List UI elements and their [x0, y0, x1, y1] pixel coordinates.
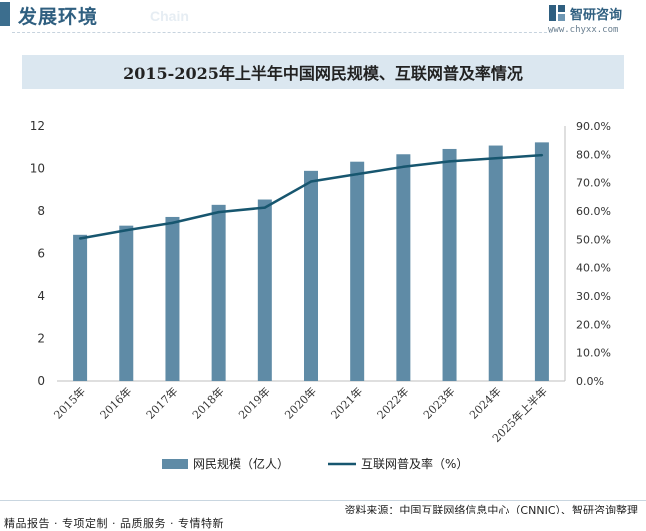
line-point-9 — [448, 160, 451, 163]
chart-title: 2015-2025年上半年中国网民规模、互联网普及率情况 — [123, 64, 523, 83]
y-left-tick-label: 0 — [37, 374, 45, 388]
line-point-6 — [309, 180, 313, 183]
x-tick-label: 2022年 — [374, 384, 411, 421]
line-point-4 — [217, 210, 220, 214]
y-left-tick-label: 10 — [30, 162, 45, 176]
legend-label-line: 互联网普及率（%） — [361, 456, 468, 471]
y-right-tick-label: 40.0% — [576, 262, 611, 275]
footer-slogan: 精品报告 · 专项定制 · 品质服务 · 专情特新 — [4, 517, 224, 530]
x-tick-label: 2018年 — [189, 384, 226, 421]
legend-label-bar: 网民规模（亿人） — [193, 456, 289, 471]
y-left-tick-label: 8 — [37, 204, 45, 218]
y-right-tick-label: 0.0% — [576, 375, 604, 388]
line-point-11 — [540, 153, 544, 157]
bar-6 — [304, 170, 318, 381]
x-tick-label: 2024年 — [466, 384, 503, 421]
line-point-2 — [125, 229, 128, 232]
source-note: 资料来源：中国互联网络信息中心（CNNIC）、智研咨询整理 — [344, 504, 638, 517]
y-right-tick-label: 70.0% — [576, 177, 611, 190]
bar-4 — [211, 204, 226, 381]
x-tick-label: 2021年 — [328, 384, 365, 421]
x-tick-label: 2020年 — [282, 384, 319, 421]
brand-logo-icon — [549, 5, 565, 21]
y-right-tick-label: 30.0% — [576, 290, 611, 303]
brand-block: 智研咨询 www.chyxx.com — [548, 3, 638, 37]
y-right-tick-label: 10.0% — [576, 347, 611, 360]
footer-band — [0, 514, 646, 531]
x-tick-label: 2015年 — [51, 384, 88, 421]
bar-1 — [73, 234, 88, 381]
x-tick-label: 2023年 — [420, 384, 457, 421]
brand-name: 智研咨询 — [570, 8, 623, 23]
line-point-3 — [171, 221, 174, 225]
bar-9 — [442, 148, 457, 381]
bar-10 — [488, 145, 503, 381]
x-tick-label: 2017年 — [143, 384, 180, 421]
header-accent-bar — [0, 2, 10, 26]
legend-swatch-bar — [162, 459, 188, 469]
y-right-tick-label: 50.0% — [576, 233, 611, 246]
x-tick-label: 2016年 — [97, 384, 134, 421]
bar-5 — [257, 199, 272, 381]
line-point-7 — [355, 172, 359, 176]
bar-3 — [165, 216, 180, 381]
line-point-5 — [263, 206, 267, 209]
x-tick-label: 2019年 — [235, 384, 272, 421]
y-right-tick-label: 80.0% — [576, 148, 611, 161]
y-right-tick-label: 90.0% — [576, 120, 611, 133]
section-header: 发展环境 Chain 智研咨询 www.chyxx.com — [0, 0, 646, 35]
line-point-8 — [402, 165, 405, 168]
footer-divider — [0, 500, 646, 501]
bar-7 — [350, 161, 365, 381]
y-right-tick-label: 60.0% — [576, 205, 611, 218]
bar-2 — [119, 225, 134, 381]
y-right-tick-label: 20.0% — [576, 318, 611, 331]
chart-canvas: 0 2 4 6 8 10 12 0.0% 10.0% 20.0% 30.0% 40.0% 50.0% 60… — [30, 119, 611, 471]
y-left-tick-label: 12 — [30, 119, 45, 133]
y-left-tick-label: 2 — [37, 332, 45, 346]
chart-title-bar: 2015-2025年上半年中国网民规模、互联网普及率情况 — [22, 55, 624, 89]
section-subtitle: Chain — [150, 8, 189, 24]
y-left-tick-label: 4 — [37, 289, 45, 303]
line-point-1 — [78, 237, 82, 240]
bar-11 — [534, 142, 549, 381]
bar-8 — [396, 154, 411, 381]
brand-url: www.chyxx.com — [548, 25, 619, 35]
line-point-10 — [494, 157, 497, 160]
y-left-tick-label: 6 — [37, 247, 45, 261]
section-title: 发展环境 — [18, 6, 99, 28]
header-divider — [12, 32, 552, 33]
